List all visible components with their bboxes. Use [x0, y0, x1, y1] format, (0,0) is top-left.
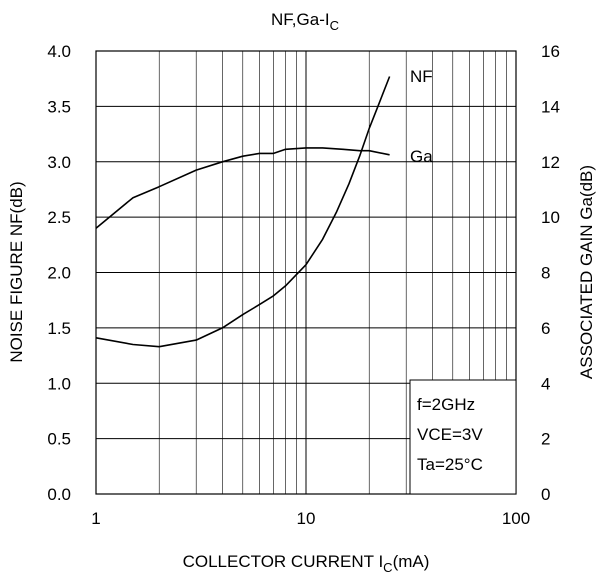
y2-tick-labels: 0 2 4 6 8 10 12 14 16 — [541, 42, 560, 504]
y-tick-label-2.0: 2.0 — [47, 264, 71, 283]
series-label-ga: Ga — [410, 147, 433, 166]
x-axis-label-subscript: C — [383, 560, 392, 575]
conditions-box — [409, 379, 517, 495]
x-tick-label-1: 1 — [91, 509, 100, 528]
x-tick-label-10: 10 — [297, 509, 316, 528]
y2-tick-label-6: 6 — [541, 319, 550, 338]
plot-frame — [95, 50, 517, 495]
y2-tick-label-2: 2 — [541, 430, 550, 449]
condition-frequency: f=2GHz — [417, 395, 475, 414]
y-tick-label-1.5: 1.5 — [47, 319, 71, 338]
y-tick-label-3.0: 3.0 — [47, 153, 71, 172]
y-tick-label-2.5: 2.5 — [47, 208, 71, 227]
series-lines — [95, 76, 391, 348]
y-axis-label: NOISE FIGURE NF(dB) — [7, 181, 26, 362]
y2-tick-label-14: 14 — [541, 97, 560, 116]
y2-tick-label-8: 8 — [541, 264, 550, 283]
series-line-ga — [95, 147, 390, 229]
y-tick-label-4.0: 4.0 — [47, 42, 71, 61]
chart-title-subscript: C — [330, 18, 339, 33]
y-tick-labels: 0.0 0.5 1.0 1.5 2.0 2.5 3.0 3.5 4.0 — [47, 42, 71, 504]
y2-tick-label-12: 12 — [541, 153, 560, 172]
x-axis-label: COLLECTOR CURRENT IC(mA) — [183, 552, 430, 575]
y-tick-label-3.5: 3.5 — [47, 97, 71, 116]
y2-axis-label: ASSOCIATED GAIN Ga(dB) — [577, 165, 596, 379]
condition-temperature: Ta=25°C — [417, 455, 483, 474]
y2-tick-label-0: 0 — [541, 485, 550, 504]
y-tick-label-0.0: 0.0 — [47, 485, 71, 504]
y2-tick-label-16: 16 — [541, 42, 560, 61]
x-tick-label-100: 100 — [502, 509, 530, 528]
y-tick-label-1.0: 1.0 — [47, 374, 71, 393]
x-tick-labels: 1 10 100 — [91, 509, 530, 528]
series-line-nf — [95, 76, 391, 348]
x-axis-label-unit: (mA) — [393, 552, 430, 571]
series-label-nf: NF — [410, 67, 433, 86]
chart-title: NF,Ga-IC — [271, 10, 339, 33]
y2-tick-label-10: 10 — [541, 208, 560, 227]
y2-tick-label-4: 4 — [541, 374, 550, 393]
y-tick-label-0.5: 0.5 — [47, 430, 71, 449]
condition-vce: VCE=3V — [417, 425, 483, 444]
